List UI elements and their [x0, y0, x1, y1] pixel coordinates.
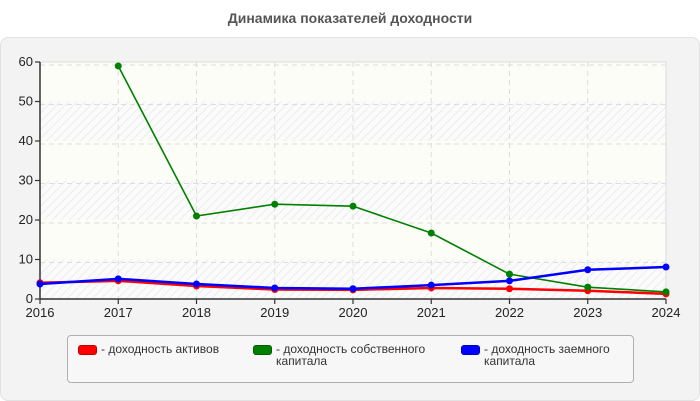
- data-point: [662, 263, 670, 271]
- svg-text:2020: 2020: [339, 305, 368, 320]
- svg-text:50: 50: [19, 94, 33, 109]
- data-point: [271, 200, 279, 208]
- legend-swatch-blue: [461, 345, 480, 355]
- legend-label: - доходность активов: [101, 342, 220, 356]
- svg-text:2016: 2016: [26, 305, 55, 320]
- data-point: [349, 202, 357, 210]
- data-point: [36, 280, 44, 288]
- legend-item-equity: - доходность собственного капитала: [253, 343, 425, 367]
- data-point: [349, 285, 357, 293]
- data-point: [662, 288, 670, 296]
- data-point: [193, 212, 200, 220]
- legend-label: - доходность собственного капитала: [276, 342, 426, 368]
- legend-label: - доходность заемного капитала: [484, 342, 610, 368]
- svg-text:20: 20: [19, 212, 33, 227]
- series-lines: [36, 62, 670, 298]
- svg-text:2023: 2023: [573, 305, 602, 320]
- chart-title: Динамика показателей доходности: [227, 10, 473, 26]
- legend: - доходность активов - доходность собств…: [67, 335, 634, 383]
- data-point: [427, 229, 435, 237]
- svg-text:60: 60: [19, 54, 33, 69]
- data-point: [506, 277, 513, 285]
- data-point: [193, 280, 200, 288]
- svg-text:40: 40: [19, 133, 33, 148]
- gridlines: [40, 61, 667, 299]
- data-point: [506, 285, 513, 293]
- svg-text:2019: 2019: [260, 305, 289, 320]
- data-point: [114, 62, 122, 70]
- svg-text:0: 0: [26, 291, 33, 306]
- svg-text:2018: 2018: [182, 305, 211, 320]
- svg-text:30: 30: [19, 173, 33, 188]
- legend-swatch-red: [78, 345, 97, 355]
- data-point: [114, 275, 122, 283]
- legend-swatch-green: [253, 345, 272, 355]
- svg-text:2021: 2021: [417, 305, 446, 320]
- svg-text:10: 10: [19, 252, 33, 267]
- svg-text:2022: 2022: [495, 305, 524, 320]
- data-point: [427, 281, 435, 289]
- data-point: [584, 266, 592, 274]
- data-point: [506, 270, 513, 278]
- series-2: [36, 263, 670, 293]
- axis-tick-labels: 0 10 20 30 40 50 60 2016 2017 2018 2019 2020 2021 202…: [19, 54, 681, 320]
- series-1: [114, 62, 670, 296]
- data-point: [584, 283, 592, 291]
- data-point: [271, 284, 279, 292]
- svg-text:2017: 2017: [104, 305, 133, 320]
- legend-item-assets: - доходность активов: [78, 343, 219, 355]
- legend-item-debt: - доходность заемного капитала: [461, 343, 610, 367]
- svg-text:2024: 2024: [652, 305, 681, 320]
